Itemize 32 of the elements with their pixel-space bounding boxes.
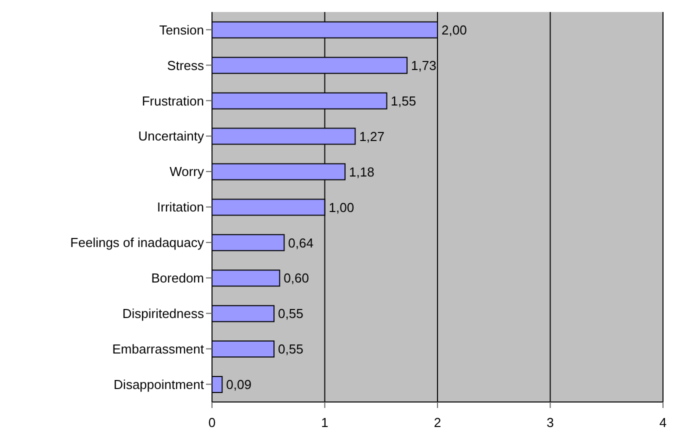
data-label: 1,27 bbox=[359, 128, 385, 144]
data-label: 2,00 bbox=[442, 22, 467, 38]
data-label: 0,64 bbox=[288, 235, 314, 250]
y-tick-label: Tension bbox=[159, 22, 204, 38]
data-label: 0,09 bbox=[226, 377, 252, 392]
bar bbox=[212, 376, 223, 393]
bar bbox=[212, 305, 275, 322]
x-tick-label: 1 bbox=[321, 415, 328, 430]
y-tick-label: Uncertainty bbox=[138, 128, 204, 144]
x-tick-label: 0 bbox=[208, 415, 216, 430]
y-tick-label: Feelings of inadaquacy bbox=[70, 235, 204, 250]
data-label: 1,73 bbox=[411, 58, 436, 73]
y-tick-label: Frustration bbox=[142, 93, 204, 108]
y-tick-label: Dispiritedness bbox=[122, 306, 204, 321]
y-tick-label: Embarrassment bbox=[112, 341, 204, 356]
y-tick-label: Stress bbox=[167, 58, 204, 73]
x-tick-label: 3 bbox=[546, 415, 554, 430]
data-label: 0,60 bbox=[284, 270, 309, 286]
data-label: 0,55 bbox=[278, 342, 304, 357]
y-tick-label: Irritation bbox=[157, 200, 204, 215]
x-tick-label: 4 bbox=[659, 415, 667, 430]
data-label: 1,55 bbox=[390, 93, 416, 108]
x-tick-label: 2 bbox=[434, 415, 442, 430]
y-tick-label: Disappointment bbox=[114, 376, 204, 392]
bar bbox=[212, 270, 280, 287]
data-label: 1,18 bbox=[349, 164, 374, 180]
bar bbox=[212, 340, 275, 358]
y-tick-label: Worry bbox=[170, 164, 204, 180]
data-label: 1,00 bbox=[328, 200, 354, 215]
data-label: 0,55 bbox=[278, 306, 304, 322]
bar bbox=[212, 234, 285, 252]
y-tick-label: Boredom bbox=[151, 270, 204, 286]
